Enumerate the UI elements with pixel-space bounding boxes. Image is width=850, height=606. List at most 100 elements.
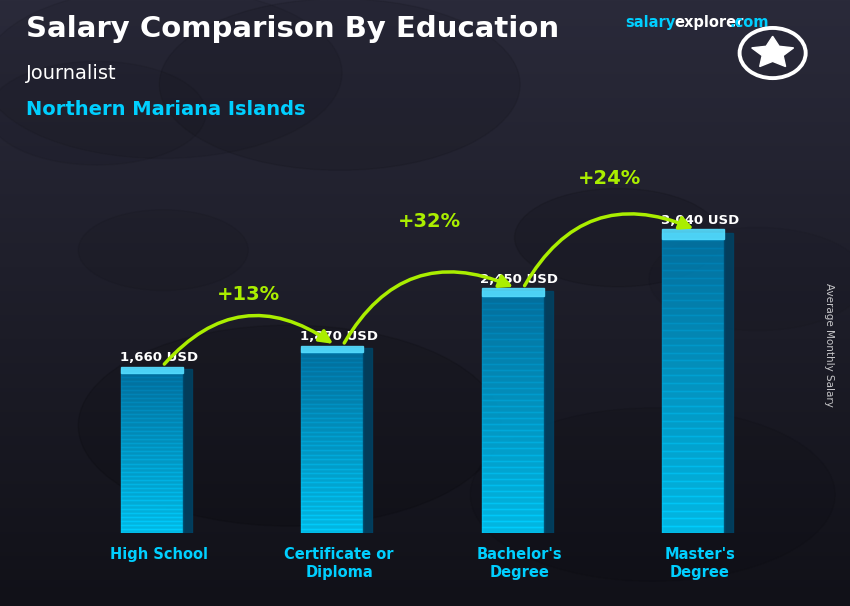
Bar: [482, 303, 544, 309]
Text: 1,660 USD: 1,660 USD: [120, 351, 198, 364]
Ellipse shape: [514, 188, 722, 287]
Bar: [121, 385, 183, 390]
Text: +13%: +13%: [218, 284, 280, 304]
Bar: [121, 378, 183, 381]
Bar: [662, 473, 724, 481]
Bar: [301, 441, 363, 445]
Bar: [662, 443, 724, 451]
Bar: [301, 482, 363, 487]
Ellipse shape: [470, 408, 835, 581]
Text: 3,040 USD: 3,040 USD: [660, 215, 739, 227]
Bar: [301, 404, 363, 408]
Bar: [482, 394, 544, 400]
Bar: [121, 415, 183, 418]
Bar: [121, 422, 183, 427]
Bar: [121, 381, 183, 385]
Bar: [482, 358, 544, 364]
Bar: [121, 427, 183, 431]
Bar: [482, 461, 544, 467]
Text: Salary Comparison By Education: Salary Comparison By Education: [26, 15, 558, 43]
Bar: [662, 308, 724, 315]
Bar: [301, 445, 363, 450]
Bar: [301, 528, 363, 533]
Bar: [121, 459, 183, 464]
Bar: [482, 288, 544, 296]
Bar: [482, 515, 544, 521]
Bar: [724, 233, 734, 533]
Bar: [301, 501, 363, 505]
Bar: [482, 370, 544, 376]
Text: Journalist: Journalist: [26, 64, 116, 82]
Bar: [301, 519, 363, 524]
Bar: [482, 412, 544, 418]
Bar: [121, 501, 183, 505]
Bar: [301, 413, 363, 418]
Bar: [121, 435, 183, 439]
Text: Northern Mariana Islands: Northern Mariana Islands: [26, 100, 305, 119]
Bar: [121, 367, 183, 373]
Bar: [301, 347, 363, 353]
Bar: [301, 418, 363, 422]
Bar: [301, 353, 363, 358]
Bar: [482, 309, 544, 315]
Bar: [482, 297, 544, 303]
Bar: [301, 385, 363, 390]
Bar: [301, 450, 363, 454]
Bar: [301, 510, 363, 514]
Bar: [482, 436, 544, 442]
Text: +32%: +32%: [398, 212, 461, 231]
Bar: [482, 485, 544, 491]
Bar: [482, 376, 544, 382]
Bar: [662, 270, 724, 278]
Bar: [662, 233, 724, 240]
Bar: [301, 381, 363, 385]
Bar: [121, 451, 183, 455]
Bar: [301, 431, 363, 436]
Bar: [662, 323, 724, 330]
Bar: [662, 421, 724, 428]
Bar: [121, 517, 183, 521]
Bar: [482, 291, 544, 297]
Bar: [482, 351, 544, 358]
Bar: [482, 345, 544, 351]
Bar: [121, 443, 183, 447]
Text: +24%: +24%: [578, 169, 641, 188]
Bar: [301, 478, 363, 482]
Bar: [121, 418, 183, 422]
Bar: [662, 278, 724, 285]
Bar: [482, 364, 544, 370]
Bar: [662, 230, 724, 239]
Bar: [121, 513, 183, 517]
Bar: [482, 327, 544, 333]
Bar: [301, 395, 363, 399]
Bar: [121, 369, 183, 373]
Bar: [121, 492, 183, 496]
Bar: [662, 361, 724, 368]
Bar: [482, 400, 544, 406]
Bar: [482, 406, 544, 412]
Bar: [482, 424, 544, 430]
Bar: [183, 369, 192, 533]
Bar: [301, 362, 363, 367]
Bar: [301, 459, 363, 464]
Bar: [482, 521, 544, 527]
Bar: [121, 431, 183, 435]
Bar: [662, 398, 724, 405]
Bar: [121, 496, 183, 501]
Bar: [301, 464, 363, 468]
Bar: [301, 399, 363, 404]
Bar: [662, 293, 724, 301]
Bar: [482, 339, 544, 345]
Bar: [482, 442, 544, 448]
Bar: [121, 529, 183, 533]
Bar: [482, 491, 544, 497]
Bar: [662, 511, 724, 518]
Bar: [121, 398, 183, 402]
Bar: [301, 524, 363, 528]
Bar: [482, 497, 544, 503]
Text: 2,450 USD: 2,450 USD: [480, 273, 558, 285]
Bar: [662, 390, 724, 398]
Bar: [482, 527, 544, 533]
Bar: [662, 526, 724, 533]
Bar: [482, 454, 544, 461]
